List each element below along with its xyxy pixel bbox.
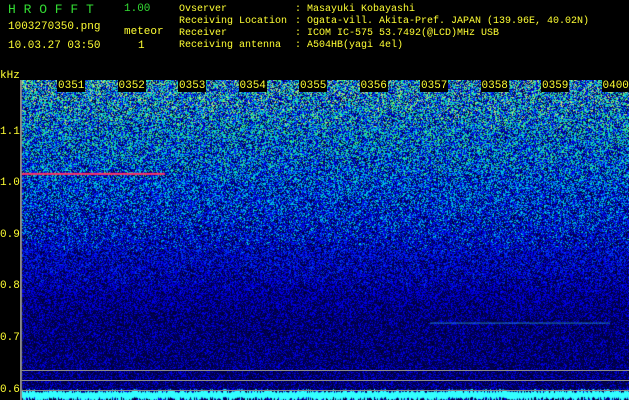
info-value-antenna: : A504HB(yagi 4el) [295, 40, 404, 51]
x-tick-label: 0358 [480, 80, 509, 92]
x-tick-label: 0356 [359, 80, 388, 92]
grid-line [20, 380, 629, 381]
grid-line [20, 390, 629, 391]
meteor-count: 1 [138, 40, 145, 52]
datetime: 10.03.27 03:50 [8, 40, 101, 52]
meteor-label: meteor [124, 26, 164, 38]
info-label-antenna: Receiving antenna [179, 40, 282, 51]
info-row-antenna: Receiving antenna : A504HB(yagi 4el) [179, 40, 589, 52]
y-tick-label: 0.8 [0, 280, 20, 293]
y-tick-label: 0.7 [0, 332, 20, 345]
grid-line [20, 370, 629, 371]
x-tick-label: 0353 [178, 80, 207, 92]
y-tick-label: 1.0 [0, 177, 20, 190]
x-tick-label: 0352 [117, 80, 146, 92]
y-axis-label: kHz [0, 70, 20, 82]
y-tick-label: 0.9 [0, 228, 20, 241]
x-tick-label: 0351 [57, 80, 86, 92]
app-version: 1.00 [124, 3, 151, 15]
y-tick-label: 1.1 [0, 125, 20, 138]
station-info: Ovserver : Masayuki Kobayashi Receiving L… [179, 4, 589, 52]
info-row-observer: Ovserver : Masayuki Kobayashi [179, 4, 589, 16]
x-tick-label: 0359 [541, 80, 570, 92]
info-value-location: : Ogata-vill. Akita-Pref. JAPAN (139.96E… [295, 16, 590, 27]
filename: 1003270350.png [8, 21, 101, 33]
info-label-observer: Ovserver [179, 4, 228, 15]
spectrogram [20, 80, 629, 400]
info-value-observer: : Masayuki Kobayashi [295, 4, 416, 15]
info-label-location: Receiving Location [179, 16, 288, 27]
x-tick-label: 0355 [299, 80, 328, 92]
y-tick-label: 0.6 [0, 383, 20, 396]
info-row-receiver: Receiver : ICOM IC-575 53.7492(@LCD)MHz U… [179, 28, 589, 40]
x-tick-label: 0354 [238, 80, 267, 92]
info-row-location: Receiving Location : Ogata-vill. Akita-Pr… [179, 16, 589, 28]
app-name: H R O F F T [8, 2, 94, 17]
x-tick-label: 0400 [601, 80, 629, 92]
info-label-receiver: Receiver [179, 28, 228, 39]
info-value-receiver: : ICOM IC-575 53.7492(@LCD)MHz USB [295, 28, 500, 39]
x-tick-label: 0357 [420, 80, 449, 92]
